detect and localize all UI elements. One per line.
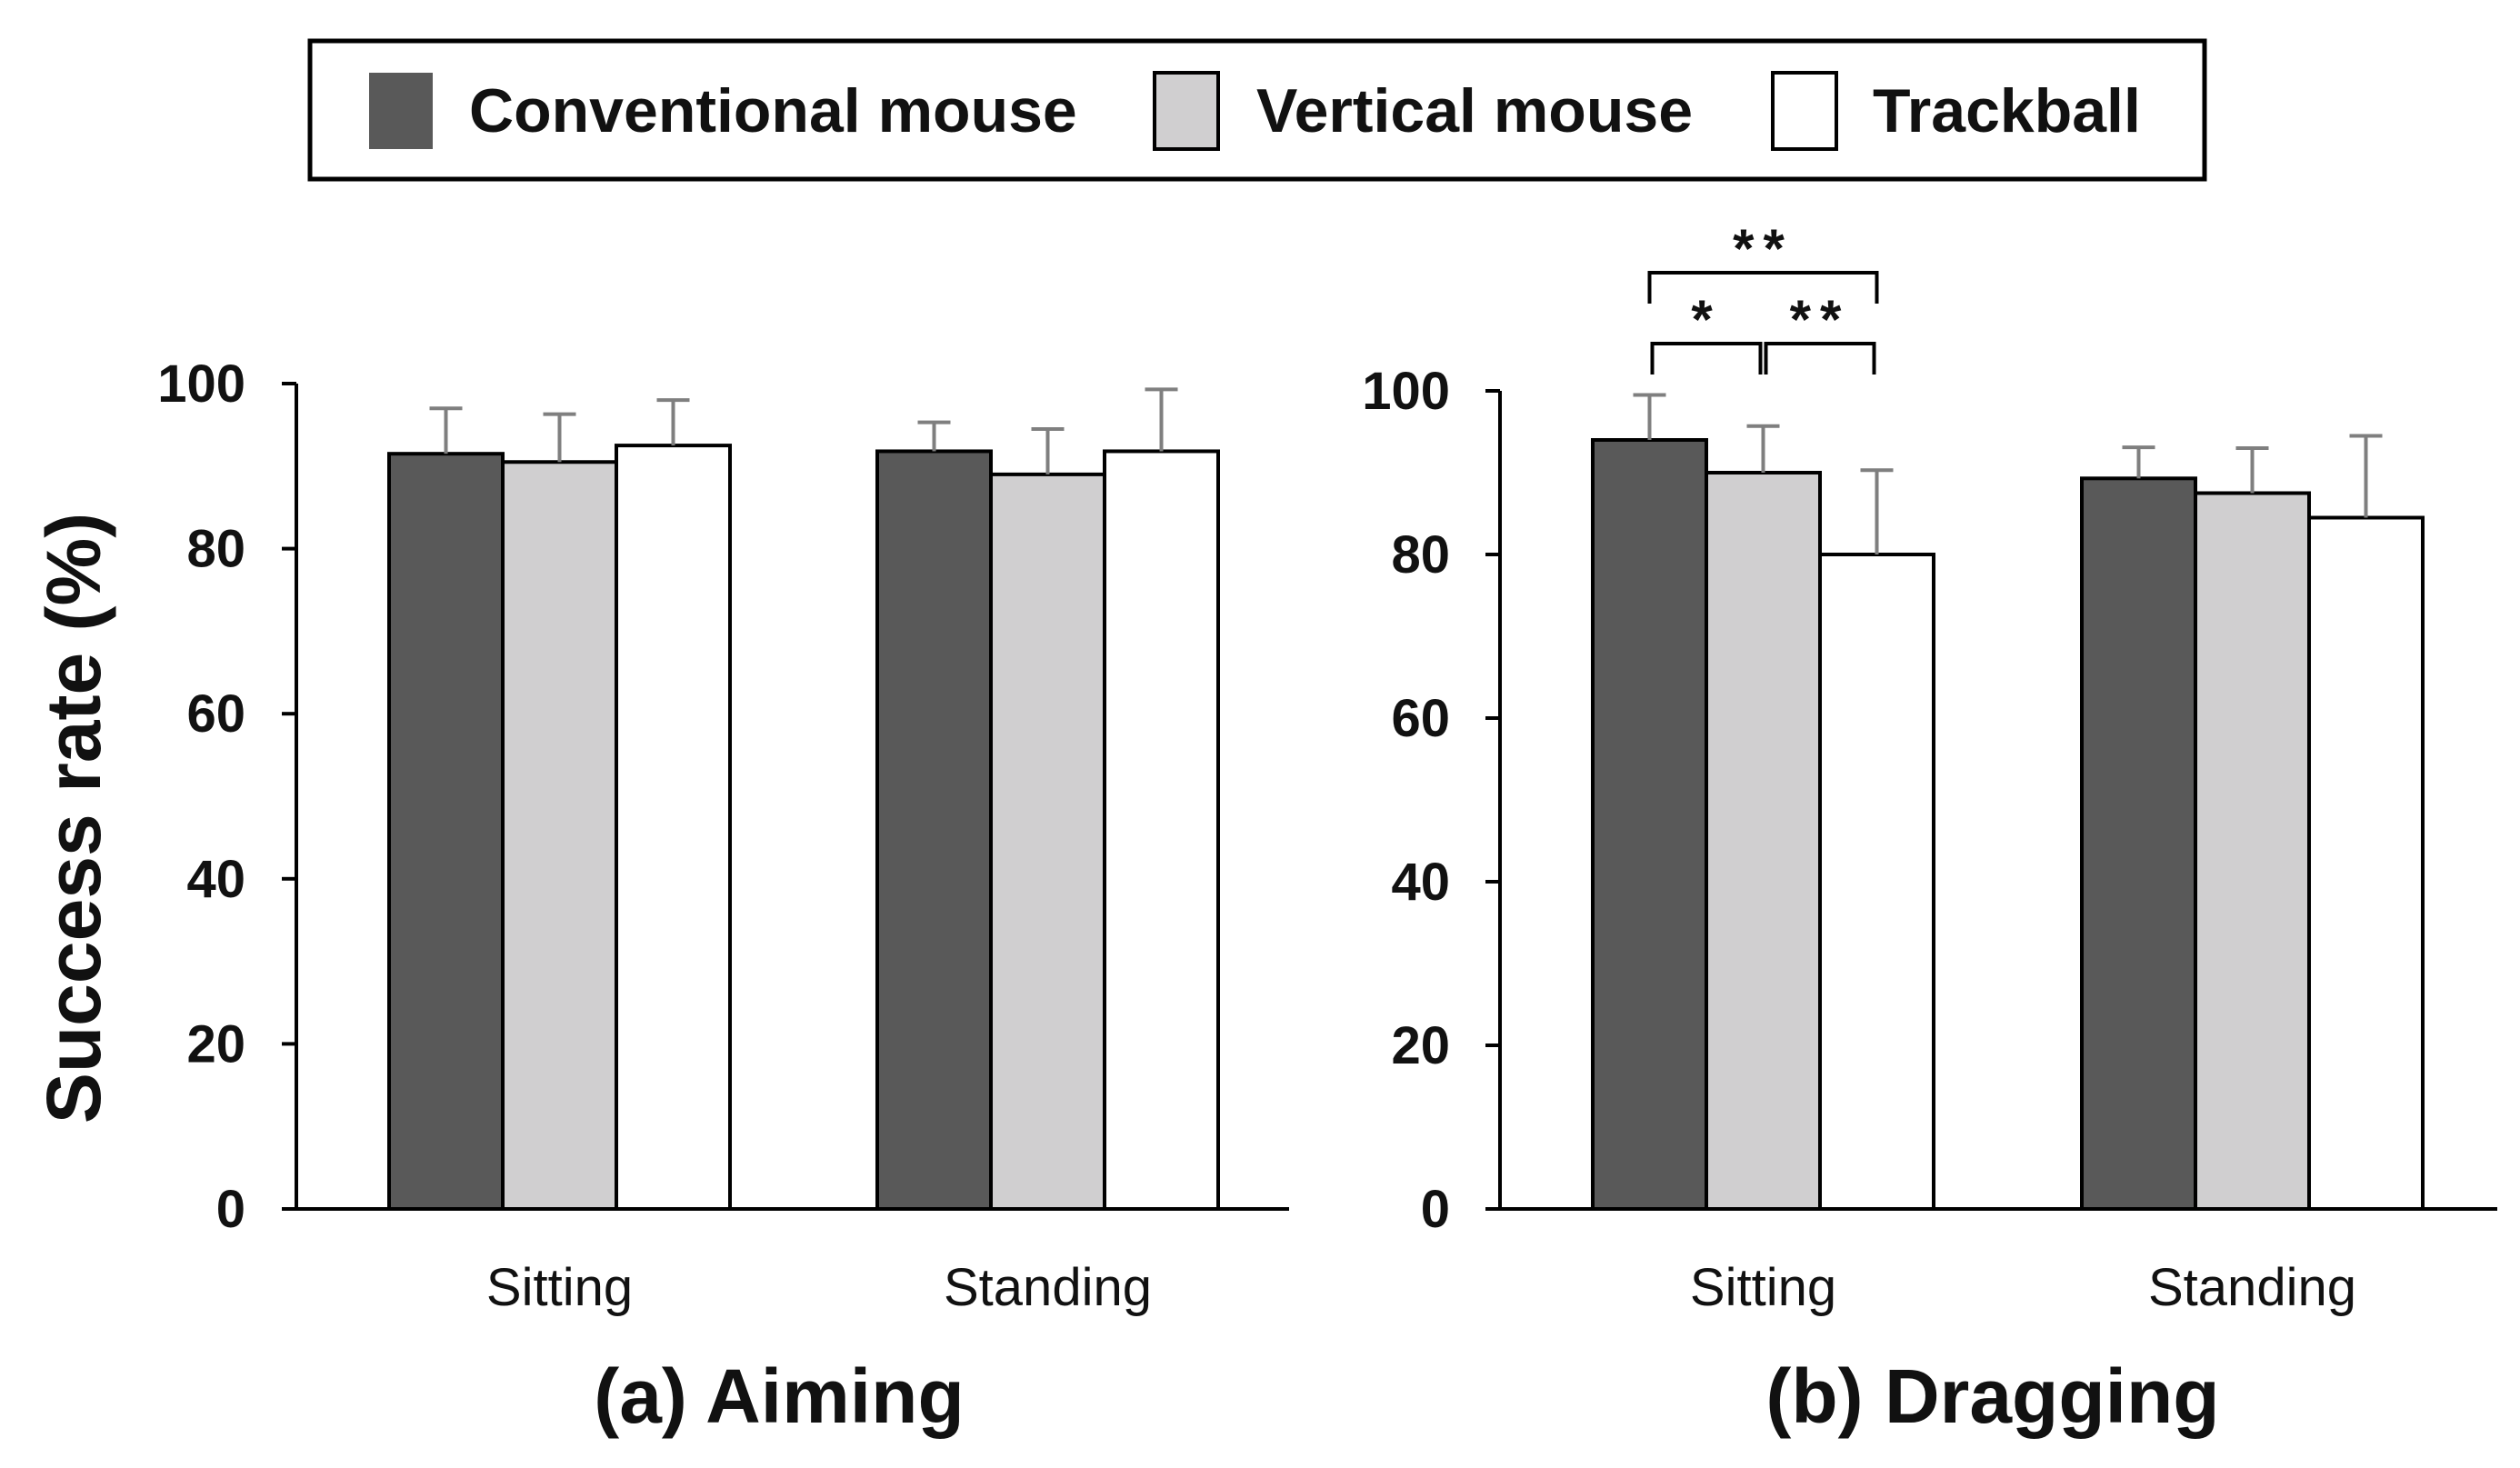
dragging-bar-standing-trackball — [2307, 515, 2425, 1211]
aiming-bar-sitting-vertical-mouse — [501, 460, 618, 1211]
panel-aiming: 0 20 40 60 80 100 Sitting Standing (a) Aiming — [157, 355, 1289, 1439]
dragging-y-tick-label-100: 100 — [1362, 362, 1450, 421]
aiming-y-tick-label-80: 80 — [186, 520, 245, 579]
dragging-significance: * **** — [1647, 218, 1879, 374]
dragging-y-tick-label-0: 0 — [1421, 1180, 1450, 1239]
panel-title-dragging: (b) Dragging — [1765, 1353, 2219, 1439]
panel-title-aiming: (a) Aiming — [594, 1353, 965, 1439]
aiming-category-label-sitting: Sitting — [486, 1258, 633, 1317]
legend: Conventional mouse Vertical mouse Trackb… — [307, 38, 2207, 182]
aiming-bar-sitting-conventional-mouse — [387, 452, 505, 1211]
aiming-y-tick-label-0: 0 — [216, 1180, 245, 1239]
dragging-bars — [1591, 438, 2425, 1211]
dragging-significance-line-1 — [1650, 342, 1763, 374]
dragging-y-tick-label-80: 80 — [1391, 525, 1450, 584]
legend-swatch-trackball — [1771, 71, 1838, 151]
legend-swatch-conventional — [369, 73, 433, 149]
legend-label-vertical: Vertical mouse — [1256, 76, 1693, 145]
dragging-bar-standing-vertical-mouse — [2194, 491, 2311, 1211]
dragging-bar-sitting-conventional-mouse — [1591, 438, 1708, 1211]
dragging-y-tick-label-40: 40 — [1391, 853, 1450, 912]
dragging-y-tick-label-20: 20 — [1391, 1016, 1450, 1075]
dragging-significance-bracket-1: * — [1650, 289, 1763, 374]
legend-swatch-vertical — [1153, 71, 1220, 151]
aiming-bar-sitting-trackball — [615, 444, 732, 1212]
aiming-error-bars — [429, 387, 1178, 474]
dragging-significance-label-2: ** — [1790, 289, 1851, 350]
dragging-bar-sitting-trackball — [1818, 553, 1935, 1211]
legend-frame — [307, 38, 2207, 182]
y-axis-label: Success rate (%) — [31, 513, 116, 1123]
aiming-y-tick-label-20: 20 — [186, 1014, 245, 1074]
dragging-significance-line-3 — [1647, 271, 1879, 304]
dragging-significance-label-1: * — [1691, 289, 1721, 350]
dragging-error-bars — [1633, 393, 2383, 554]
dragging-significance-bracket-2: ** — [1764, 289, 1876, 374]
dragging-bar-sitting-vertical-mouse — [1705, 471, 1822, 1211]
dragging-significance-bracket-3: ** — [1647, 218, 1879, 304]
dragging-bar-standing-conventional-mouse — [2080, 476, 2197, 1211]
aiming-bars — [387, 444, 1220, 1212]
aiming-category-label-standing: Standing — [944, 1258, 1152, 1317]
aiming-y-tick-label-40: 40 — [186, 850, 245, 909]
aiming-bar-standing-conventional-mouse — [875, 449, 993, 1211]
legend-label-trackball: Trackball — [1873, 76, 2141, 145]
dragging-category-label-standing: Standing — [2148, 1258, 2356, 1317]
dragging-significance-label-3: ** — [1733, 218, 1794, 279]
aiming-y-tick-label-60: 60 — [186, 684, 245, 744]
aiming-bar-standing-vertical-mouse — [989, 472, 1106, 1211]
dragging-significance-line-2 — [1764, 342, 1876, 374]
aiming-y-tick-label-100: 100 — [157, 355, 245, 414]
legend-label-conventional: Conventional mouse — [469, 76, 1077, 145]
dragging-category-label-sitting: Sitting — [1690, 1258, 1836, 1317]
aiming-bar-standing-trackball — [1103, 449, 1220, 1211]
dragging-y-tick-label-60: 60 — [1391, 689, 1450, 748]
